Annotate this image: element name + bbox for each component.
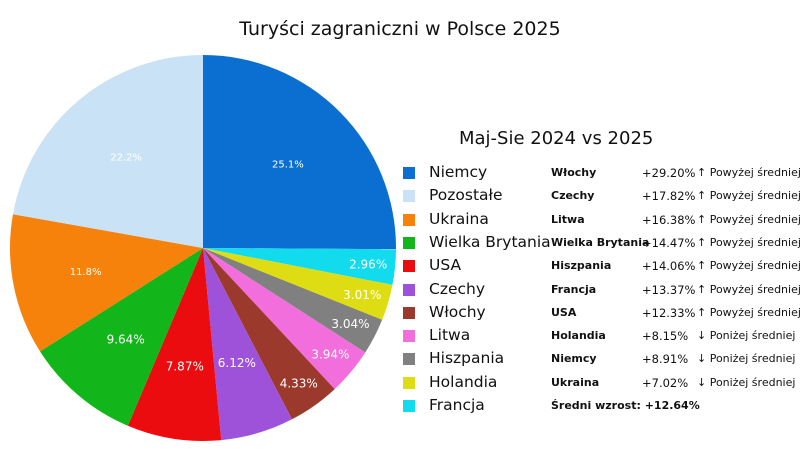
growth-status: ↑ Powyżej średniej (697, 305, 800, 319)
legend-swatch (403, 330, 415, 343)
legend-row: Litwa Holandia +8.15% ↓ Poniżej średniej (403, 326, 800, 348)
slice-label: 3.04% (331, 317, 369, 331)
slice-label: 11.8% (70, 267, 102, 278)
growth-change: +17.82% (642, 189, 696, 204)
growth-status: ↑ Powyżej średniej (697, 212, 800, 226)
growth-change: +13.37% (642, 282, 696, 297)
legend-row: Pozostałe Czechy +17.82% ↑ Powyżej średni… (403, 186, 800, 208)
legend-label: Francja (429, 396, 485, 414)
average-growth: Średni wzrost: +12.64% (551, 399, 700, 412)
legend-label: Ukraina (429, 209, 489, 228)
slice-label: 6.12% (218, 356, 256, 370)
growth-status: ↑ Powyżej średniej (697, 189, 800, 203)
legend-label: USA (429, 256, 462, 275)
growth-country: Holandia (551, 329, 606, 343)
growth-change: +8.91% (642, 352, 689, 367)
growth-country: Niemcy (551, 352, 597, 366)
legend-swatch (403, 213, 415, 226)
legend-label: Włochy (429, 302, 486, 321)
pie-slice-7 (127, 248, 222, 441)
growth-country: USA (551, 305, 577, 319)
growth-status: ↑ Powyżej średniej (697, 259, 800, 273)
growth-change: +14.47% (642, 235, 696, 250)
legend-row: Hiszpania Niemcy +8.91% ↓ Poniżej średnie… (403, 349, 800, 371)
slice-label: 22.2% (110, 152, 142, 163)
growth-country: Włochy (551, 166, 597, 179)
growth-change: +7.02% (642, 375, 689, 390)
legend-label: Litwa (429, 326, 471, 345)
legend-row: Holandia Ukraina +7.02% ↓ Poniżej średnie… (403, 373, 800, 395)
pie-slice-4 (203, 248, 366, 390)
slice-label: 3.01% (343, 288, 381, 302)
slice-label: 25.1% (272, 160, 304, 171)
legend-subtitle: Maj-Sie 2024 vs 2025 (459, 128, 654, 149)
pie-slice-5 (203, 248, 335, 420)
growth-status: ↓ Poniżej średniej (697, 375, 796, 389)
legend-row: Włochy USA +12.33% ↑ Powyżej średniej (403, 303, 800, 325)
pie-slice-6 (203, 248, 292, 441)
legend-row: Wielka Brytania Wielka Brytania +14.47% ↑… (403, 233, 800, 255)
growth-country: Litwa (551, 212, 585, 226)
legend-row: Ukraina Litwa +16.38% ↑ Powyżej średniej (403, 210, 800, 232)
growth-status: ↑ Powyżej średniej (697, 282, 800, 296)
legend-swatch (403, 167, 415, 179)
legend-label: Hiszpania (429, 349, 505, 368)
growth-status: ↓ Poniżej średniej (697, 329, 796, 343)
pie-slice-9 (9, 214, 203, 352)
pie-slice-10 (12, 55, 204, 248)
growth-country: Ukraina (551, 375, 600, 389)
growth-change: +14.06% (642, 259, 696, 274)
slice-label: 2.96% (349, 257, 387, 271)
legend-swatch (403, 306, 415, 319)
legend-swatch (403, 400, 415, 412)
legend-label: Czechy (429, 279, 486, 298)
pie-slice-0 (203, 55, 396, 250)
growth-country: Wielka Brytania (551, 235, 650, 249)
growth-status: ↓ Poniżej średniej (697, 352, 796, 366)
legend-label: Pozostałe (429, 186, 503, 205)
pie-chart: 25.1% 2.96% 3.01% 3.04% 3.94% 4.33% 6.12% 7.87%… (9, 55, 396, 441)
legend-swatch (403, 190, 415, 203)
legend-label: Niemcy (429, 163, 488, 181)
legend-row: Czechy Francja +13.37% ↑ Powyżej średniej (403, 280, 800, 302)
slice-label: 9.64% (107, 332, 145, 346)
pie-slice-1 (203, 248, 396, 285)
growth-change: +12.33% (642, 305, 696, 320)
growth-status: ↑ Powyżej średniej (697, 235, 800, 249)
growth-country: Czechy (551, 189, 595, 203)
legend-row: Niemcy Włochy +29.20% ↑ Powyżej średniej (403, 163, 800, 185)
growth-change: +16.38% (642, 212, 696, 227)
pie-slice-3 (203, 248, 383, 353)
legend-swatch (403, 376, 415, 389)
growth-country: Hiszpania (551, 259, 612, 273)
legend-swatch (403, 236, 415, 249)
slice-label: 4.33% (280, 377, 318, 391)
legend-swatch (403, 283, 415, 296)
legend-label: Wielka Brytania (429, 232, 551, 251)
chart-title: Turyści zagraniczni w Polsce 2025 (239, 18, 561, 40)
slice-label: 3.94% (311, 347, 349, 361)
pie-slice-8 (40, 248, 203, 426)
pie-slice-2 (203, 248, 393, 320)
legend-row: USA Hiszpania +14.06% ↑ Powyżej średniej (403, 256, 800, 278)
growth-change: +29.20% (642, 166, 696, 180)
legend-swatch (403, 353, 415, 366)
legend-label: Holandia (429, 372, 498, 391)
growth-change: +8.15% (642, 329, 689, 344)
legend-swatch (403, 260, 415, 273)
slice-label: 7.87% (166, 359, 204, 373)
growth-status: ↑ Powyżej średniej (697, 166, 800, 179)
legend-row: Francja Średni wzrost: +12.64% (403, 396, 800, 418)
growth-country: Francja (551, 282, 597, 296)
